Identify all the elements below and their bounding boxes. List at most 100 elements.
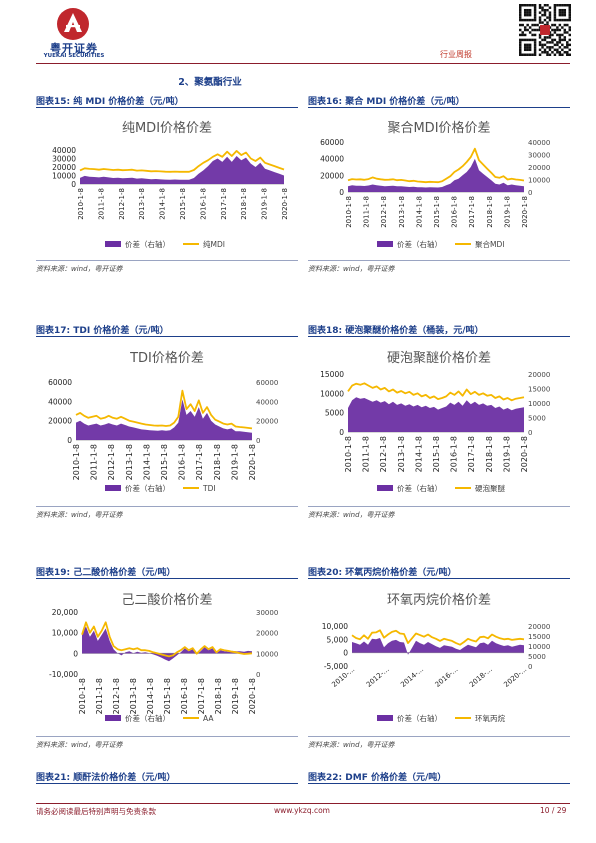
left-axis-tick-label: 10,000: [322, 622, 348, 631]
chart-title: 环氧丙烷价格价差: [387, 592, 491, 608]
x-axis-tick-label: 2020-1-8: [521, 196, 529, 228]
x-axis-tick-label: 2012-1-8: [118, 188, 126, 220]
logo-text-cn: 粤开证券: [50, 42, 98, 55]
x-axis-tick-label: 2017-1-8: [197, 678, 206, 714]
x-axis-tick-label: 2019-1-8: [502, 436, 511, 472]
x-axis-tick-label: 2018-...: [468, 665, 494, 688]
right-axis-tick-label: 15000: [528, 633, 550, 641]
x-axis-tick-label: 2018-1-8: [486, 196, 494, 228]
figure-source: 资料来源：wind，粤开证券: [36, 265, 123, 273]
chart-title: 己二酸价格价差: [121, 592, 212, 608]
series-line-price: [347, 382, 525, 402]
legend-swatch-spread: [105, 241, 121, 247]
x-axis-tick-label: 2013-1-8: [129, 678, 138, 714]
left-axis-tick-label: 15000: [320, 370, 344, 379]
figure-heading: 顺酐法价格价差（元/吨）: [73, 773, 176, 783]
x-axis-tick-label: 2016-...: [434, 665, 460, 688]
figure-label: 图表19:: [36, 568, 74, 578]
x-axis-tick-label: 2015-1-8: [163, 678, 172, 714]
right-axis-tick-label: 10000: [528, 177, 550, 185]
left-axis-tick-label: 60000: [48, 378, 72, 387]
x-axis-tick-label: 2016-1-8: [199, 188, 207, 220]
legend-label: 硬泡聚醚: [475, 483, 505, 493]
legend-swatch-spread: [105, 715, 121, 721]
legend-label: TDI: [202, 484, 216, 493]
x-axis-tick-label: 2012-1-8: [107, 444, 116, 480]
figure-title-rule: [308, 336, 570, 337]
x-axis-tick-label: 2015-1-8: [160, 444, 169, 480]
header-divider: [36, 63, 570, 64]
right-axis-tick-label: 5000: [528, 415, 546, 423]
left-axis-tick-label: 10000: [52, 172, 76, 181]
left-axis-tick-label: 20000: [48, 417, 72, 426]
x-axis-tick-label: 2020-1-8: [281, 188, 289, 220]
x-axis-tick-label: 2016-1-8: [450, 436, 459, 472]
right-axis-tick-label: 0: [528, 429, 532, 437]
x-axis-tick-label: 2015-1-8: [179, 188, 187, 220]
series-line-price: [351, 629, 525, 646]
x-axis-tick-label: 2018-1-8: [213, 444, 222, 480]
figure-label: 图表22:: [308, 773, 346, 783]
x-axis-tick-label: 2010-1-8: [72, 444, 81, 480]
chart-title: 纯MDI价格价差: [122, 120, 212, 136]
right-axis-tick-label: 40000: [256, 398, 278, 406]
x-axis-tick-label: 2019-1-8: [261, 188, 269, 220]
left-axis-tick-label: 40000: [320, 155, 344, 164]
series-area-spread: [348, 397, 524, 432]
figure-label: 图表18:: [308, 326, 346, 336]
x-axis-tick-label: 2014-1-8: [414, 436, 423, 472]
x-axis-tick-label: 2020-...: [502, 665, 528, 688]
legend-label: 价差（右轴）: [125, 483, 170, 493]
right-axis-tick-label: 0: [256, 437, 260, 445]
footer-divider: [36, 803, 570, 804]
source-rule: [36, 506, 298, 507]
left-axis-tick-label: -5,000: [324, 662, 348, 671]
figure-title-rule: [36, 578, 298, 579]
figure-title-rule: [36, 336, 298, 337]
x-axis-tick-label: 2012-...: [365, 665, 391, 688]
series-line-price: [81, 621, 253, 658]
legend-swatch-spread: [377, 715, 393, 721]
right-axis-tick-label: 10000: [256, 650, 278, 658]
legend-swatch-spread: [377, 485, 393, 491]
left-axis-tick-label: 20,000: [52, 608, 78, 617]
figure-heading: TDI 价格价差（元/吨）: [73, 326, 169, 336]
series-area-spread: [76, 399, 252, 440]
figure-label: 图表20:: [308, 568, 346, 578]
x-axis-tick-label: 2011-1-8: [90, 444, 99, 480]
x-axis-tick-label: 2010-1-8: [345, 196, 353, 228]
left-axis-tick-label: 0: [339, 188, 344, 197]
series-area-spread: [352, 638, 524, 655]
figure-title-rule: [308, 783, 570, 784]
x-axis-tick-label: 2016-1-8: [178, 444, 187, 480]
figure-source: 资料来源：wind，粤开证券: [308, 741, 395, 749]
right-axis-tick-label: 15000: [528, 386, 550, 394]
x-axis-tick-label: 2018-1-8: [240, 188, 248, 220]
series-area-spread: [80, 156, 284, 184]
figure-heading: 环氧丙烷价格价差（元/吨）: [345, 568, 457, 578]
legend-swatch-spread: [377, 241, 393, 247]
legend-label: 价差（右轴）: [125, 713, 170, 723]
figure-title: 图表18: 硬泡聚醚价格价差（桶装，元/吨）: [308, 323, 484, 336]
source-rule: [36, 736, 298, 737]
source-rule: [308, 736, 570, 737]
right-axis-tick-label: 20000: [528, 623, 550, 631]
series-area-spread: [348, 158, 524, 192]
figure-label: 图表17:: [36, 326, 74, 336]
x-axis-tick-label: 2012-1-8: [379, 436, 388, 472]
x-axis-tick-label: 2010-1-8: [344, 436, 353, 472]
x-axis-tick-label: 2019-1-8: [230, 444, 239, 480]
figure-title-rule: [308, 578, 570, 579]
legend-label: 价差（右轴）: [397, 483, 442, 493]
x-axis-tick-label: 2011-1-8: [95, 678, 104, 714]
x-axis-tick-label: 2016-1-8: [451, 196, 459, 228]
x-axis-tick-label: 2014-1-8: [415, 196, 423, 228]
right-axis-tick-label: 20000: [256, 418, 278, 426]
x-axis-tick-label: 2019-1-8: [503, 196, 511, 228]
x-axis-tick-label: 2014-1-8: [142, 444, 151, 480]
legend-swatch-spread: [105, 485, 121, 491]
figure-title: 图表17: TDI 价格价差（元/吨）: [36, 323, 169, 336]
left-axis-tick-label: 0: [343, 649, 348, 658]
right-axis-tick-label: 20000: [528, 371, 550, 379]
x-axis-tick-label: 2011-1-8: [362, 436, 371, 472]
